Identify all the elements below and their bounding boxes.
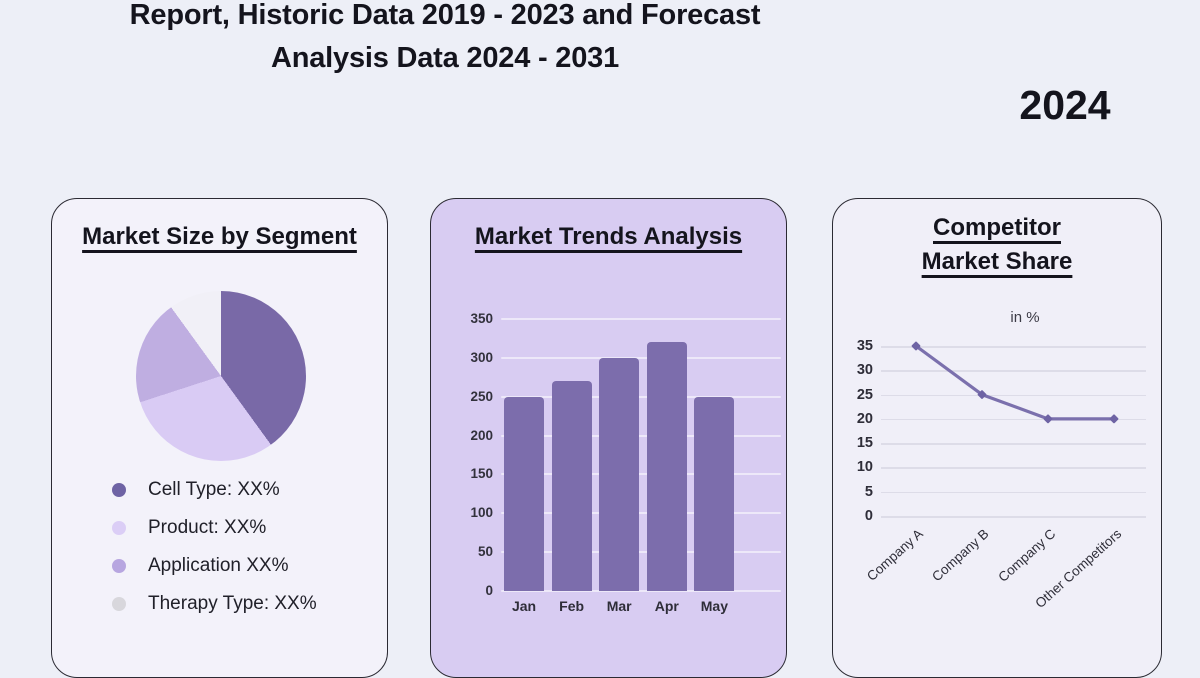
year-label: 2024 — [1019, 82, 1111, 128]
legend-item: Application XX% — [112, 555, 317, 577]
line-chart-x-tick-label: Company B — [929, 526, 993, 585]
bar-feb — [551, 381, 592, 591]
bar-chart-gridline — [501, 356, 781, 359]
bar-chart-x-tick-label: Apr — [654, 598, 679, 614]
competitor-share-title-line2: Market Share — [921, 248, 1073, 275]
line-chart-y-tick-label: 35 — [856, 338, 873, 354]
bar-chart-y-tick-label: 50 — [477, 544, 493, 560]
bar-chart-gridline — [501, 318, 781, 320]
bar-chart-y-tick-label: 100 — [470, 505, 493, 521]
line-chart-y-tick-label: 30 — [856, 362, 873, 379]
line-chart-y-tick-label: 25 — [856, 386, 873, 403]
bar-jan — [504, 396, 544, 591]
pie-chart — [136, 291, 306, 461]
line-chart-point-marker — [1109, 414, 1119, 424]
competitor-share-title: Competitor Market Share — [833, 211, 1161, 279]
line-chart-y-tick-label: 5 — [864, 483, 873, 500]
line-chart-plot: 35 30 25 20 15 10 5 0 Company A Company B Company … — [857, 338, 1146, 611]
bar-chart-gridline — [501, 473, 781, 476]
bar-chart-plot: 350 300 250 200 150 100 50 0 Jan Feb Mar Apr May — [470, 311, 781, 614]
bar-chart-y-tick-label: 0 — [485, 583, 493, 598]
page-title-line2: Analysis Data 2024 - 2031 — [270, 42, 620, 74]
bar-chart-gridline — [501, 512, 781, 515]
line-chart-y-tick-label: 15 — [856, 435, 873, 452]
line-chart-gridline — [881, 346, 1146, 348]
line-chart-x-tick-label: Company A — [864, 526, 927, 584]
line-chart-point-marker — [977, 390, 987, 399]
legend-dot-icon — [986, 310, 1001, 325]
line-chart-gridline — [881, 394, 1146, 397]
line-chart-point-marker — [1043, 414, 1053, 424]
line-chart-gridline — [881, 467, 1146, 469]
line-chart-gridline — [881, 418, 1146, 421]
market-size-card: Market Size by Segment Cell Type: XX% Pro… — [51, 198, 388, 678]
competitor-share-title-line1: Competitor — [933, 214, 1061, 241]
line-chart-gridline — [881, 443, 1146, 445]
market-trends-title: Market Trends Analysis — [431, 223, 786, 251]
legend-item: Product: XX% — [112, 517, 317, 539]
competitor-share-card: Competitor Market Share in % 35 30 25 20 15 1… — [832, 198, 1162, 678]
legend-dot-icon — [112, 597, 126, 611]
bar-chart-gridline — [501, 395, 781, 398]
line-chart-x-tick-label: Company C — [995, 526, 1059, 585]
bar-chart-y-tick-label: 350 — [470, 311, 493, 326]
bar-apr — [646, 342, 687, 591]
legend-item-label: Cell Type: XX% — [148, 479, 280, 500]
bar-may — [694, 396, 735, 591]
bar-chart-x-tick-label: Feb — [559, 598, 585, 614]
legend-item-label: Therapy Type: XX% — [148, 593, 317, 614]
market-trends-title-text: Market Trends Analysis — [474, 223, 743, 250]
legend-dot-icon — [112, 483, 126, 497]
bar-chart-gridline — [501, 551, 781, 554]
market-trends-card: Market Trends Analysis 350 300 250 200 150 10… — [430, 198, 787, 678]
line-chart-gridline — [881, 491, 1146, 494]
line-chart-point-marker — [911, 341, 921, 351]
legend-dot-icon — [112, 559, 126, 573]
line-chart-y-tick-label: 10 — [856, 459, 873, 476]
market-size-legend: Cell Type: XX% Product: XX% Application XX… — [112, 479, 317, 615]
line-chart-y-tick-label: 20 — [856, 410, 873, 427]
bar-chart-x-tick-label: May — [700, 598, 728, 614]
legend-item-label: Product: XX% — [148, 517, 267, 538]
bar-chart-y-tick-label: 250 — [470, 388, 493, 404]
page-title: Report, Historic Data 2019 - 2023 and Fo… — [60, 0, 830, 80]
line-chart-y-tick-label: 0 — [864, 508, 873, 524]
legend-dot-icon — [112, 521, 126, 535]
bar-chart-gridline — [501, 434, 781, 437]
bar-chart-y-tick-label: 200 — [470, 427, 493, 443]
bar-chart-y-tick-label: 150 — [470, 466, 493, 482]
market-size-title-text: Market Size by Segment — [82, 223, 357, 250]
bar-chart-x-tick-label: Jan — [511, 598, 537, 614]
line-chart-legend: in % — [849, 309, 1177, 326]
page-title-line1: Report, Historic Data 2019 - 2023 and Fo… — [129, 0, 761, 31]
legend-item-label: Application XX% — [148, 555, 289, 576]
bar-chart-y-tick-label: 300 — [470, 349, 493, 365]
line-chart-legend-label: in % — [1010, 309, 1040, 326]
legend-item: Cell Type: XX% — [112, 479, 317, 501]
bar-chart-x-tick-label: Mar — [606, 598, 632, 614]
line-chart-gridline — [881, 370, 1146, 372]
line-chart-gridline — [881, 516, 1146, 518]
market-size-title: Market Size by Segment — [52, 223, 387, 251]
line-chart-series — [911, 341, 1119, 424]
legend-item: Therapy Type: XX% — [112, 593, 317, 615]
bar-chart-gridline — [501, 590, 781, 592]
bar-mar — [599, 357, 640, 591]
